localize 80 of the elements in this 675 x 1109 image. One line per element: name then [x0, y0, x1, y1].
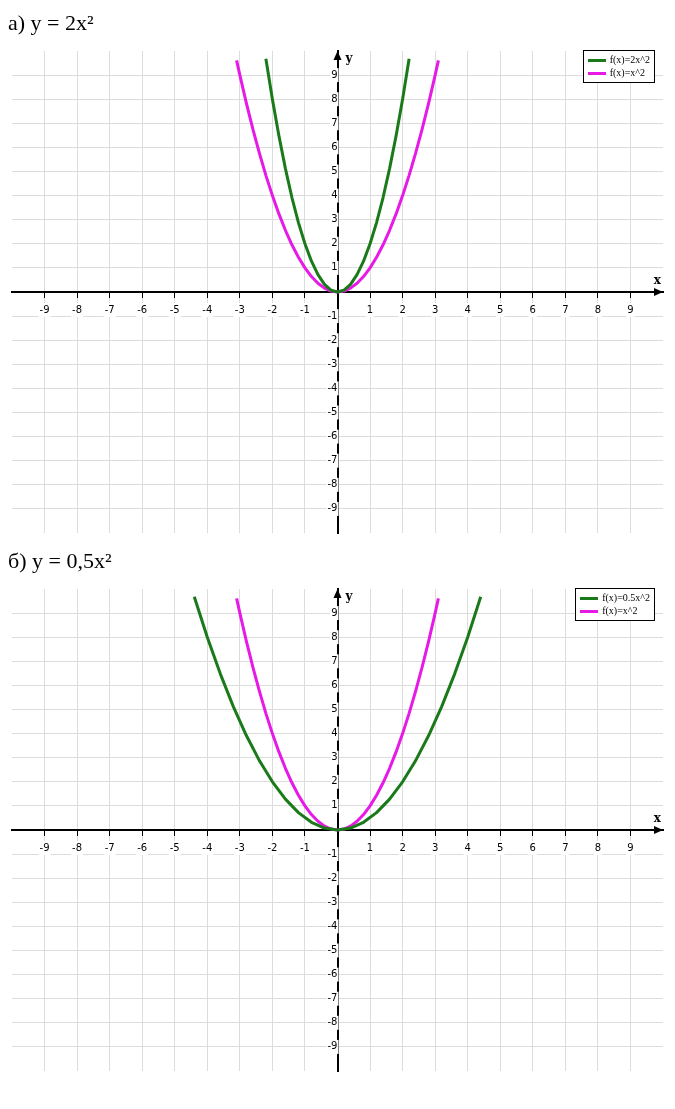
y-tick-label: 5: [331, 165, 338, 177]
x-tick-label: -3: [234, 303, 245, 315]
x-tick-label: 7: [562, 303, 569, 315]
y-tick-label: -8: [327, 1016, 338, 1028]
y-tick-label: 8: [331, 92, 338, 104]
y-tick-label: -2: [327, 333, 338, 345]
y-tick-label: -7: [327, 454, 338, 466]
legend-label: f(x)=2x^2: [609, 54, 650, 66]
x-tick-label: 5: [497, 841, 504, 853]
chart-title: б) y = 0,5x²: [8, 547, 113, 575]
x-tick-label: -8: [72, 841, 83, 853]
x-tick-label: -2: [267, 841, 278, 853]
x-tick-label: -7: [104, 303, 115, 315]
x-tick-label: -5: [169, 303, 180, 315]
chart-title: а) y = 2x²: [8, 9, 95, 37]
y-axis-title: y: [344, 51, 354, 66]
x-tick-label: -4: [202, 303, 213, 315]
y-tick-label: 1: [331, 799, 338, 811]
y-tick-label: 9: [331, 68, 338, 80]
x-tick-label: 2: [399, 303, 406, 315]
x-tick-label: -6: [137, 841, 148, 853]
y-tick-label: 3: [331, 751, 338, 763]
y-tick-label: 4: [331, 727, 338, 739]
x-tick-label: 9: [627, 303, 634, 315]
legend-label: f(x)=0.5x^2: [602, 592, 650, 604]
x-tick-label: 8: [594, 303, 602, 315]
x-tick-label: -9: [39, 841, 50, 853]
y-tick-label: -6: [327, 430, 338, 442]
y-tick-label: -4: [327, 919, 338, 931]
x-tick-label: 1: [366, 841, 374, 853]
y-tick-label: -8: [327, 478, 338, 490]
y-tick-label: 7: [331, 116, 338, 128]
y-tick-label: 2: [331, 775, 338, 787]
y-tick-label: 6: [331, 140, 338, 152]
x-tick-label: 7: [562, 841, 569, 853]
x-tick-label: 6: [529, 841, 536, 853]
y-tick-label: 7: [331, 654, 338, 666]
x-tick-label: 5: [497, 303, 504, 315]
y-tick-label: 5: [331, 703, 338, 715]
x-tick-label: -6: [137, 303, 148, 315]
x-tick-label: 4: [464, 841, 471, 853]
y-tick-label: -3: [327, 895, 338, 907]
y-axis-title: y: [344, 589, 354, 604]
y-tick-label: 6: [331, 678, 338, 690]
y-tick-label: 8: [331, 630, 338, 642]
y-tick-label: 4: [331, 189, 338, 201]
x-tick-label: 8: [594, 841, 602, 853]
y-tick-label: 9: [331, 606, 338, 618]
x-tick-label: 1: [366, 303, 374, 315]
legend-label: f(x)=x^2: [602, 605, 638, 617]
x-tick-label: -8: [72, 303, 83, 315]
y-tick-label: -7: [327, 992, 338, 1004]
y-tick-label: -6: [327, 968, 338, 980]
y-tick-label: -9: [327, 1040, 338, 1052]
x-tick-label: 4: [464, 303, 471, 315]
x-tick-label: -2: [267, 303, 278, 315]
y-tick-label: -2: [327, 871, 338, 883]
y-tick-label: -5: [327, 944, 338, 956]
x-tick-label: -4: [202, 841, 213, 853]
x-axis-title: x: [653, 811, 662, 826]
y-tick-label: -9: [327, 502, 338, 514]
y-tick-label: -3: [327, 357, 338, 369]
x-tick-label: -5: [169, 841, 180, 853]
x-tick-label: -7: [104, 841, 115, 853]
y-tick-label: -4: [327, 381, 338, 393]
x-tick-label: 3: [431, 303, 439, 315]
x-tick-label: -9: [39, 303, 50, 315]
y-tick-label: -5: [327, 406, 338, 418]
y-tick-label: 2: [331, 237, 338, 249]
x-axis-title: x: [653, 273, 662, 288]
legend-label: f(x)=x^2: [609, 67, 645, 79]
x-tick-label: -1: [299, 841, 310, 853]
x-tick-label: 6: [529, 303, 536, 315]
x-tick-label: 3: [431, 841, 439, 853]
x-tick-label: -1: [299, 303, 310, 315]
x-tick-label: 9: [627, 841, 634, 853]
x-tick-label: 2: [399, 841, 406, 853]
x-tick-label: -3: [234, 841, 245, 853]
y-tick-label: 1: [331, 261, 338, 273]
y-tick-label: 3: [331, 213, 338, 225]
